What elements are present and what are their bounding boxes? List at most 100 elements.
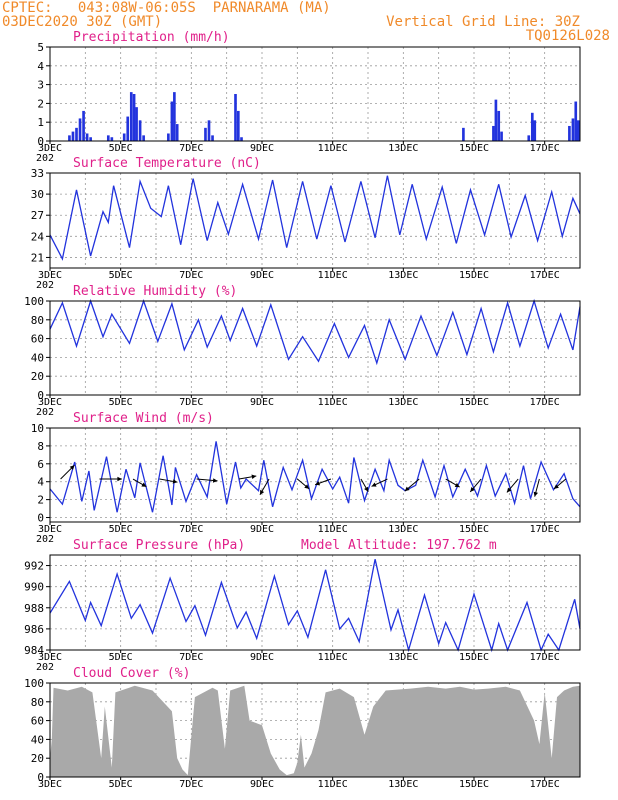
precip-bar — [234, 94, 237, 141]
panel-subtitle: Model Altitude: 197.762 m — [301, 538, 497, 553]
y-tick-label: 27 — [31, 209, 44, 222]
x-tick-label: 3DEC — [38, 779, 62, 790]
cloud-area — [50, 685, 580, 777]
x-tick-label: 5DEC — [109, 524, 133, 535]
wind-arrowhead — [554, 484, 559, 489]
y-tick-label: 0 — [37, 771, 44, 784]
series-line — [49, 175, 581, 261]
x-tick-label: 7DEC — [179, 270, 203, 281]
series-line — [49, 441, 581, 513]
x-tick-label: 17DEC — [530, 397, 560, 408]
precip-bar — [89, 137, 92, 141]
x-tick-label: 9DEC — [250, 270, 274, 281]
x-tick-label: 3DEC — [38, 143, 62, 154]
panel-title: Surface Wind (m/s) — [73, 411, 214, 426]
panel-4: 0 2 4 6 8 10 3DEC 5DEC 7DEC 9DEC 11DEC 13DEC 15DEC 17… — [31, 411, 581, 545]
precip-bar — [568, 125, 571, 141]
x-tick-label: 3DEC — [38, 524, 62, 535]
plot-frame — [49, 427, 581, 523]
precip-bar — [527, 135, 531, 141]
y-tick-label: 30 — [31, 188, 44, 201]
x-tick-label: 5DEC — [109, 652, 133, 663]
x-tick-label: 3DEC — [38, 270, 62, 281]
x-tick-label: 3DEC — [38, 652, 62, 663]
wind-arrowhead — [117, 476, 122, 482]
x-tick-label: 15DEC — [459, 397, 489, 408]
panel-title: Precipitation (mm/h) — [73, 30, 230, 45]
precip-bar — [462, 127, 465, 141]
x-year-label: 202 — [36, 153, 54, 164]
y-tick-label: 20 — [31, 752, 44, 765]
x-tick-label: 7DEC — [179, 779, 203, 790]
y-tick-label: 20 — [31, 370, 44, 383]
precip-bar — [576, 120, 580, 141]
x-tick-label: 9DEC — [250, 397, 274, 408]
x-tick-label: 11DEC — [318, 652, 348, 663]
precip-bar — [122, 133, 126, 141]
series-line — [49, 298, 581, 366]
precip-bar — [85, 133, 89, 141]
precip-bar — [106, 135, 110, 141]
y-tick-label: 990 — [24, 581, 44, 594]
panel-5: 984 986 988 990 992 3DEC 5DEC 7DEC 9DEC 11DEC 13DE… — [24, 538, 581, 673]
y-tick-label: 21 — [31, 251, 44, 264]
x-tick-label: 17DEC — [530, 143, 560, 154]
x-tick-label: 15DEC — [459, 779, 489, 790]
x-year-label: 202 — [36, 662, 54, 673]
x-tick-label: 9DEC — [250, 143, 274, 154]
y-tick-label: 80 — [31, 696, 44, 709]
y-tick-label: 992 — [24, 560, 44, 573]
precip-bar — [240, 137, 243, 141]
panel-title: Surface Temperature (nC) — [73, 156, 261, 171]
x-tick-label: 7DEC — [179, 652, 203, 663]
y-tick-label: 40 — [31, 351, 44, 364]
y-tick-label: 3 — [37, 79, 44, 92]
x-tick-label: 13DEC — [388, 143, 418, 154]
wind-arrowhead — [251, 474, 257, 479]
panel-2: 21 24 27 30 33 3DEC 5DEC 7DEC 9DEC 11DEC 13DEC 15DE… — [31, 156, 581, 291]
x-tick-label: 17DEC — [530, 779, 560, 790]
y-tick-label: 100 — [24, 295, 44, 308]
x-tick-label: 9DEC — [250, 652, 274, 663]
wind-arrowhead — [470, 487, 475, 492]
wind-arrowhead — [506, 487, 512, 493]
precip-bar — [138, 120, 142, 141]
y-tick-label: 986 — [24, 623, 44, 636]
x-tick-label: 7DEC — [179, 524, 203, 535]
wind-arrowhead — [69, 465, 75, 470]
x-tick-label: 7DEC — [179, 143, 203, 154]
x-year-label: 202 — [36, 407, 54, 418]
precip-bar — [142, 135, 145, 141]
x-year-label: 202 — [36, 534, 54, 545]
precip-bar — [204, 127, 207, 141]
precip-bar — [533, 120, 537, 141]
vertical-grid-note: Vertical Grid Line: 30Z — [386, 14, 580, 30]
x-tick-label: 15DEC — [459, 143, 489, 154]
y-tick-label: 4 — [37, 60, 44, 73]
y-tick-label: 33 — [31, 167, 44, 180]
panel-3: 0 20 40 60 80 100 3DEC 5DEC 7DEC 9DEC 11DEC 13DEC 15… — [24, 284, 581, 418]
y-tick-label: 4 — [37, 476, 44, 489]
plot-frame — [49, 300, 581, 396]
y-tick-label: 5 — [37, 41, 44, 54]
precip-bar — [571, 118, 575, 141]
wind-arrowhead — [371, 482, 377, 487]
precip-bar — [170, 101, 174, 141]
x-tick-label: 9DEC — [250, 524, 274, 535]
y-tick-label: 60 — [31, 333, 44, 346]
plot-frame — [49, 172, 581, 269]
y-tick-label: 0 — [37, 135, 44, 148]
precip-bar — [530, 112, 534, 141]
header-line-1: CPTEC: 043:08W-06:05S PARNARAMA (MA) — [2, 0, 331, 16]
precip-bar — [135, 107, 138, 141]
header-line-2: 03DEC2020 30Z (GMT) — [2, 14, 163, 30]
wind-arrowhead — [304, 484, 310, 489]
y-tick-label: 1 — [37, 116, 44, 129]
x-tick-label: 13DEC — [388, 652, 418, 663]
precip-bar — [574, 101, 578, 141]
x-tick-label: 5DEC — [109, 397, 133, 408]
x-tick-label: 7DEC — [179, 397, 203, 408]
x-tick-label: 3DEC — [38, 397, 62, 408]
precip-bar — [110, 137, 114, 141]
